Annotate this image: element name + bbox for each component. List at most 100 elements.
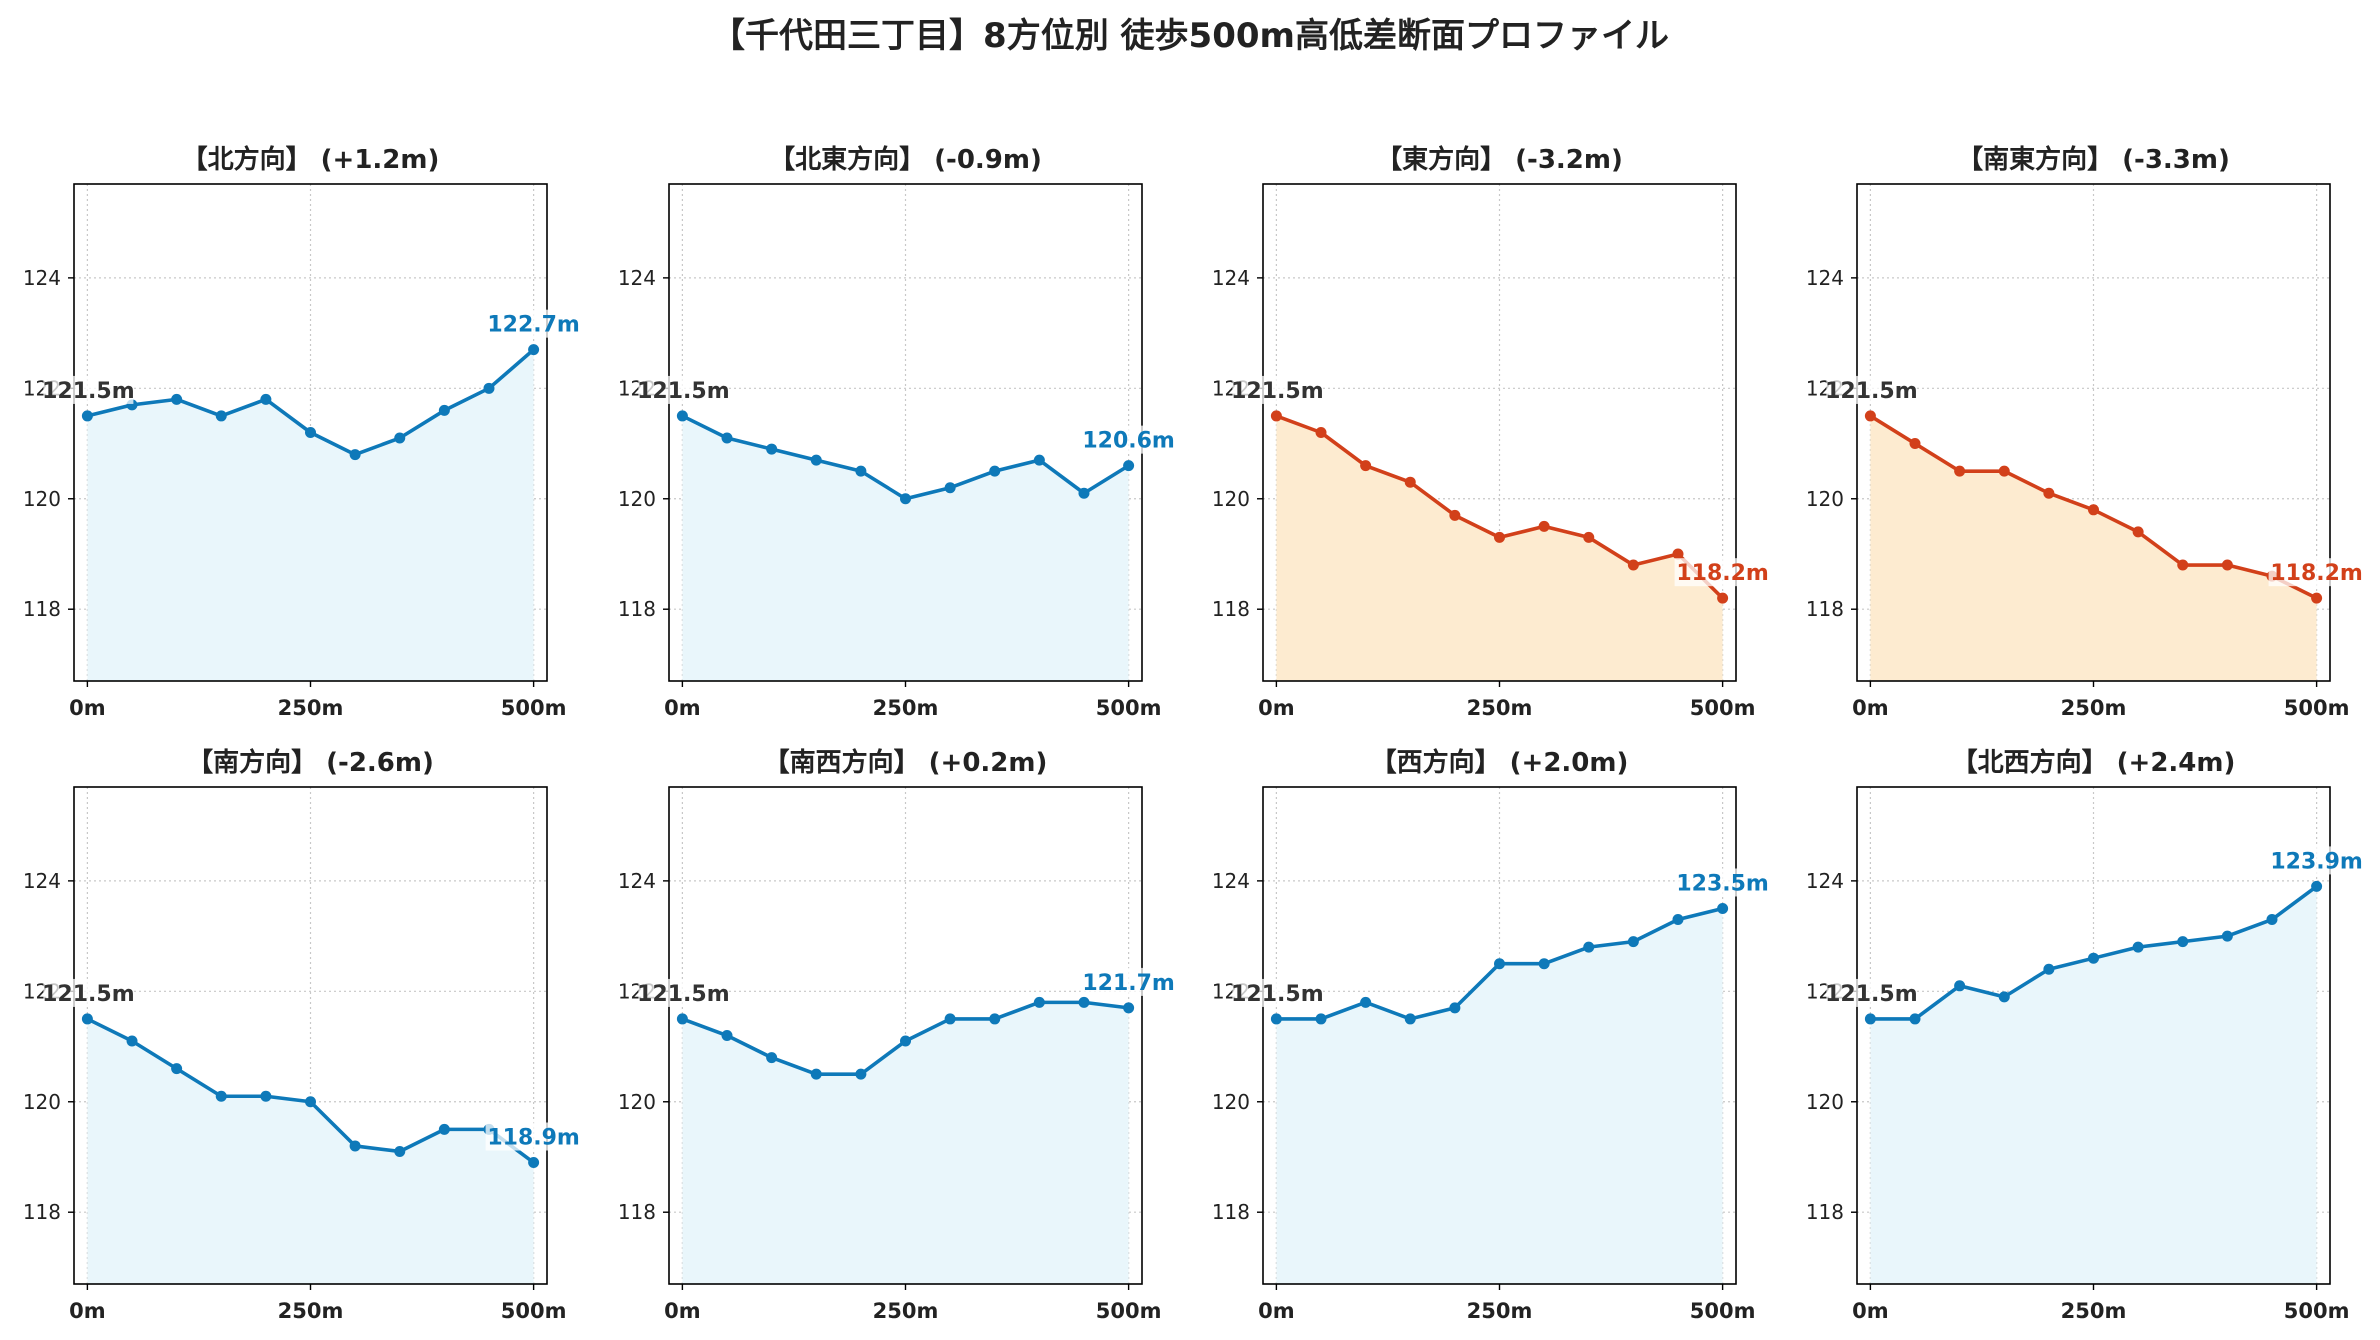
y-tick-label: 118 — [23, 597, 61, 621]
y-tick-label: 118 — [1212, 1200, 1250, 1224]
profile-point — [394, 432, 406, 444]
x-tick-label: 500m — [1690, 696, 1756, 720]
y-tick-label: 124 — [23, 266, 61, 290]
profile-point — [260, 393, 272, 405]
x-tick-label: 500m — [1690, 1299, 1756, 1323]
profile-point — [215, 410, 227, 422]
y-tick-label: 118 — [23, 1200, 61, 1224]
subplot-title: 【北東方向】 (-0.9m) — [769, 144, 1042, 175]
profile-point — [1672, 914, 1684, 926]
y-tick-label: 124 — [1212, 266, 1250, 290]
x-tick-label: 250m — [873, 1299, 939, 1323]
profile-point — [1998, 991, 2010, 1003]
profile-area — [87, 349, 534, 681]
profile-point — [1954, 980, 1966, 992]
x-tick-label: 0m — [1258, 1299, 1295, 1323]
profile-point — [2311, 880, 2323, 892]
profile-point — [1538, 958, 1550, 970]
profile-point — [438, 1123, 450, 1135]
profile-point — [1717, 902, 1729, 914]
profile-point — [2177, 559, 2189, 571]
profile-point — [2266, 914, 2278, 926]
y-tick-label: 120 — [1212, 487, 1250, 511]
profile-area — [1870, 886, 2317, 1284]
end-label: 121.7m — [1082, 971, 1175, 996]
start-label-box — [43, 375, 134, 404]
y-tick-label: 118 — [1212, 597, 1250, 621]
profile-point — [1360, 996, 1372, 1008]
profile-area — [682, 1002, 1129, 1284]
profile-point — [215, 1090, 227, 1102]
start-label-box — [638, 978, 729, 1007]
start-label-box — [638, 375, 729, 404]
y-tick-label: 118 — [1806, 597, 1844, 621]
profile-point — [305, 427, 316, 438]
profile-point — [1627, 559, 1639, 571]
profile-point — [2043, 963, 2055, 975]
y-tick-label: 120 — [1806, 1090, 1844, 1114]
end-label: 123.9m — [2270, 849, 2363, 874]
start-label: 121.5m — [637, 982, 730, 1007]
y-tick-label: 120 — [618, 487, 656, 511]
profile-point — [2221, 559, 2233, 571]
profile-point — [126, 1035, 138, 1047]
x-tick-label: 250m — [873, 696, 939, 720]
start-label: 121.5m — [637, 379, 730, 404]
y-tick-label: 120 — [23, 1090, 61, 1114]
profile-point — [2088, 504, 2099, 516]
y-tick-label: 120 — [1212, 1090, 1250, 1114]
profile-point — [944, 482, 956, 494]
profile-point — [1494, 958, 1505, 970]
profile-point — [349, 449, 361, 461]
start-label: 121.5m — [42, 379, 135, 404]
profile-point — [438, 404, 450, 416]
x-tick-label: 250m — [2061, 1299, 2127, 1323]
profile-point — [1954, 465, 1966, 477]
end-label: 118.9m — [487, 1126, 580, 1151]
profile-point — [1583, 941, 1595, 953]
profile-area — [682, 415, 1129, 681]
end-label-box — [1674, 558, 1771, 587]
profile-point — [1998, 465, 2010, 477]
x-tick-label: 500m — [2284, 1299, 2350, 1323]
profile-point — [2311, 592, 2323, 604]
y-tick-label: 118 — [1806, 1200, 1844, 1224]
subplot-title: 【南東方向】 (-3.3m) — [1957, 144, 2230, 175]
profile-point — [2177, 936, 2189, 948]
x-tick-label: 0m — [69, 696, 106, 720]
subplot-title: 【北西方向】 (+2.4m) — [1952, 747, 2236, 778]
start-label-box — [1826, 978, 1917, 1007]
profile-point — [2043, 487, 2055, 499]
start-label-box — [1826, 375, 1917, 404]
x-tick-label: 250m — [278, 1299, 344, 1323]
y-tick-label: 124 — [618, 869, 656, 893]
x-tick-label: 250m — [2061, 696, 2127, 720]
end-label: 118.2m — [2270, 561, 2363, 586]
x-tick-label: 0m — [69, 1299, 106, 1323]
profile-point — [171, 1063, 183, 1075]
profile-point — [81, 1013, 93, 1025]
profile-point — [900, 1035, 911, 1047]
subplot-title: 【南西方向】 (+0.2m) — [764, 747, 1048, 778]
profile-point — [528, 344, 540, 356]
profile-point — [1494, 531, 1505, 543]
profile-point — [855, 465, 867, 477]
y-tick-label: 118 — [618, 1200, 656, 1224]
x-tick-label: 250m — [1467, 696, 1533, 720]
profile-point — [900, 493, 911, 505]
y-tick-label: 124 — [1212, 869, 1250, 893]
x-tick-label: 0m — [1258, 696, 1295, 720]
profile-point — [394, 1145, 406, 1157]
profile-point — [1270, 410, 1282, 422]
x-tick-label: 250m — [278, 696, 344, 720]
profile-point — [260, 1090, 272, 1102]
profile-point — [989, 465, 1001, 477]
profile-point — [1909, 438, 1921, 450]
profile-point — [1538, 520, 1550, 532]
profile-point — [1627, 936, 1639, 948]
x-tick-label: 0m — [664, 1299, 701, 1323]
profile-area — [1276, 908, 1723, 1284]
